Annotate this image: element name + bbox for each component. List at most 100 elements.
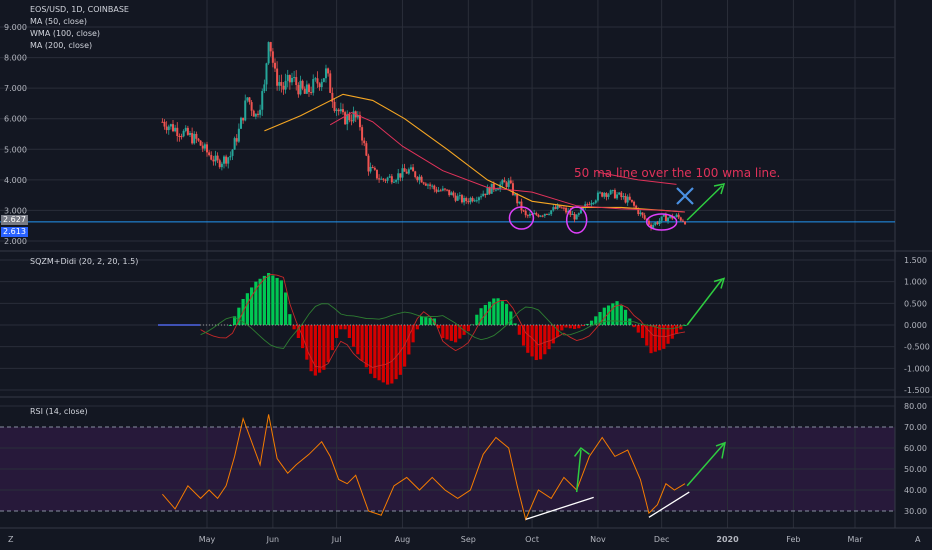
candle-body (681, 220, 684, 222)
sqzm-bar (581, 325, 585, 327)
candle-body (344, 112, 347, 125)
sqzm-bar (615, 301, 619, 325)
candle-body (467, 201, 470, 203)
price-badge-upper: 2.627 (1, 215, 28, 225)
ma200-legend[interactable]: MA (200, close) (30, 41, 93, 50)
ma50-line (329, 112, 686, 213)
sqzm-bar (313, 325, 317, 376)
candle-body (329, 73, 332, 93)
candle-body (242, 117, 245, 121)
sqzm-bar (385, 325, 390, 385)
candle-body (429, 184, 432, 186)
candle-body (276, 68, 279, 86)
candle-body (244, 100, 247, 121)
price-tick-label: 3.000 (4, 206, 27, 215)
timezone-label[interactable]: Z (8, 535, 14, 544)
candle-body (656, 222, 659, 224)
sqzm-bar (271, 275, 275, 325)
candle-body (660, 216, 663, 221)
candle-body (446, 189, 449, 191)
sqzm-bar (424, 317, 428, 325)
candle-body (422, 182, 425, 184)
x-tick-label: Mar (847, 535, 863, 544)
sqzm-bar (262, 275, 266, 325)
candle-body (195, 133, 198, 139)
candle-body (363, 140, 366, 144)
candle-body (556, 205, 559, 209)
sqzm-bar (619, 305, 623, 325)
log-scale-toggle[interactable]: A (915, 535, 921, 544)
candle-body (378, 178, 381, 180)
wma100-legend[interactable]: WMA (100, close) (30, 29, 101, 38)
candle-body (664, 214, 667, 222)
candle-body (494, 189, 497, 191)
sqzm-bar (611, 303, 615, 325)
candle-body (405, 171, 408, 174)
sqzm-tick-label: 1.500 (904, 256, 927, 265)
candle-body (259, 109, 262, 115)
sqzm-bar (394, 325, 398, 380)
sqzm-bar (517, 325, 521, 335)
candle-body (465, 197, 468, 202)
candle-body (522, 210, 525, 212)
candle-body (271, 51, 274, 63)
candle-body (286, 74, 289, 81)
sqzm-legend[interactable]: SQZM+Didi (20, 2, 20, 1.5) (30, 257, 139, 266)
candle-body (197, 138, 200, 141)
ma50-legend[interactable]: MA (50, close) (30, 17, 88, 26)
candle-body (571, 213, 574, 215)
sqzm-bar (555, 325, 560, 337)
candle-body (407, 169, 410, 174)
candle-body (531, 214, 534, 216)
sqzm-bar (513, 323, 517, 325)
candle-body (679, 217, 682, 221)
sqzm-bar (470, 324, 475, 325)
candle-body (303, 88, 306, 94)
sqzm-bar (594, 316, 598, 325)
move-icon (676, 187, 694, 205)
candle-body (458, 195, 461, 197)
candle-body (624, 196, 627, 203)
sqzm-bar (598, 312, 602, 325)
candle-body (528, 214, 531, 216)
candle-body (539, 215, 542, 217)
sqzm-bar (479, 308, 483, 325)
sqzm-bar (492, 298, 496, 325)
candle-body (307, 84, 310, 93)
candle-body (322, 78, 325, 82)
sqzm-bar (606, 305, 611, 325)
candle-body (225, 156, 228, 164)
sqzm-tick-label: 0.000 (904, 321, 927, 330)
rsi-arrow (686, 443, 725, 487)
candle-body (601, 192, 604, 197)
candle-body (299, 80, 302, 95)
sqzm-bar (504, 304, 509, 325)
candle-body (174, 127, 177, 132)
sqzm-bar (551, 325, 555, 344)
candle-body (178, 135, 181, 137)
sqzm-bar (411, 325, 415, 343)
sqzm-bar (347, 325, 351, 338)
ma200-line (597, 171, 677, 185)
candle-body (611, 190, 614, 192)
candle-body (395, 180, 398, 182)
sqzm-bar (683, 325, 687, 326)
candle-body (337, 109, 340, 112)
candle-body (290, 77, 293, 83)
rsi-tick-label: 50.00 (904, 465, 927, 474)
candle-body (435, 189, 438, 192)
candle-body (273, 62, 276, 69)
candle-body (545, 213, 548, 215)
rsi-legend[interactable]: RSI (14, close) (30, 407, 88, 416)
candle-body (312, 79, 315, 93)
candle-body (265, 63, 268, 85)
x-tick-label: Aug (395, 535, 411, 544)
candle-body (280, 82, 283, 86)
symbol-label[interactable]: EOS/USD, 1D, COINBASE (30, 5, 129, 14)
candle-body (182, 130, 185, 137)
didi-line-green (200, 303, 686, 349)
candle-body (626, 196, 629, 203)
candle-body (367, 155, 370, 172)
sqzm-tick-label: 0.500 (904, 299, 927, 308)
